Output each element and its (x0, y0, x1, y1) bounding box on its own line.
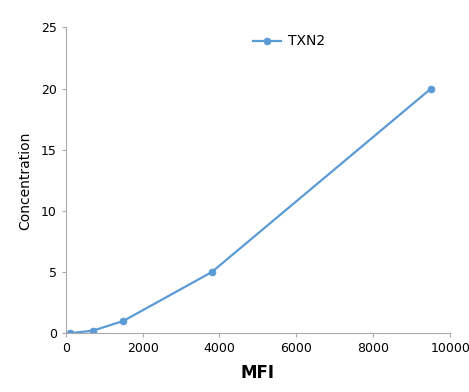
Legend: TXN2: TXN2 (253, 34, 325, 48)
TXN2 (121, 319, 126, 323)
TXN2 (428, 86, 434, 91)
Y-axis label: Concentration: Concentration (18, 131, 32, 229)
TXN2 (209, 270, 215, 274)
Line: TXN2: TXN2 (66, 85, 434, 337)
TXN2 (67, 331, 72, 336)
TXN2 (90, 328, 95, 333)
X-axis label: MFI: MFI (241, 363, 275, 381)
